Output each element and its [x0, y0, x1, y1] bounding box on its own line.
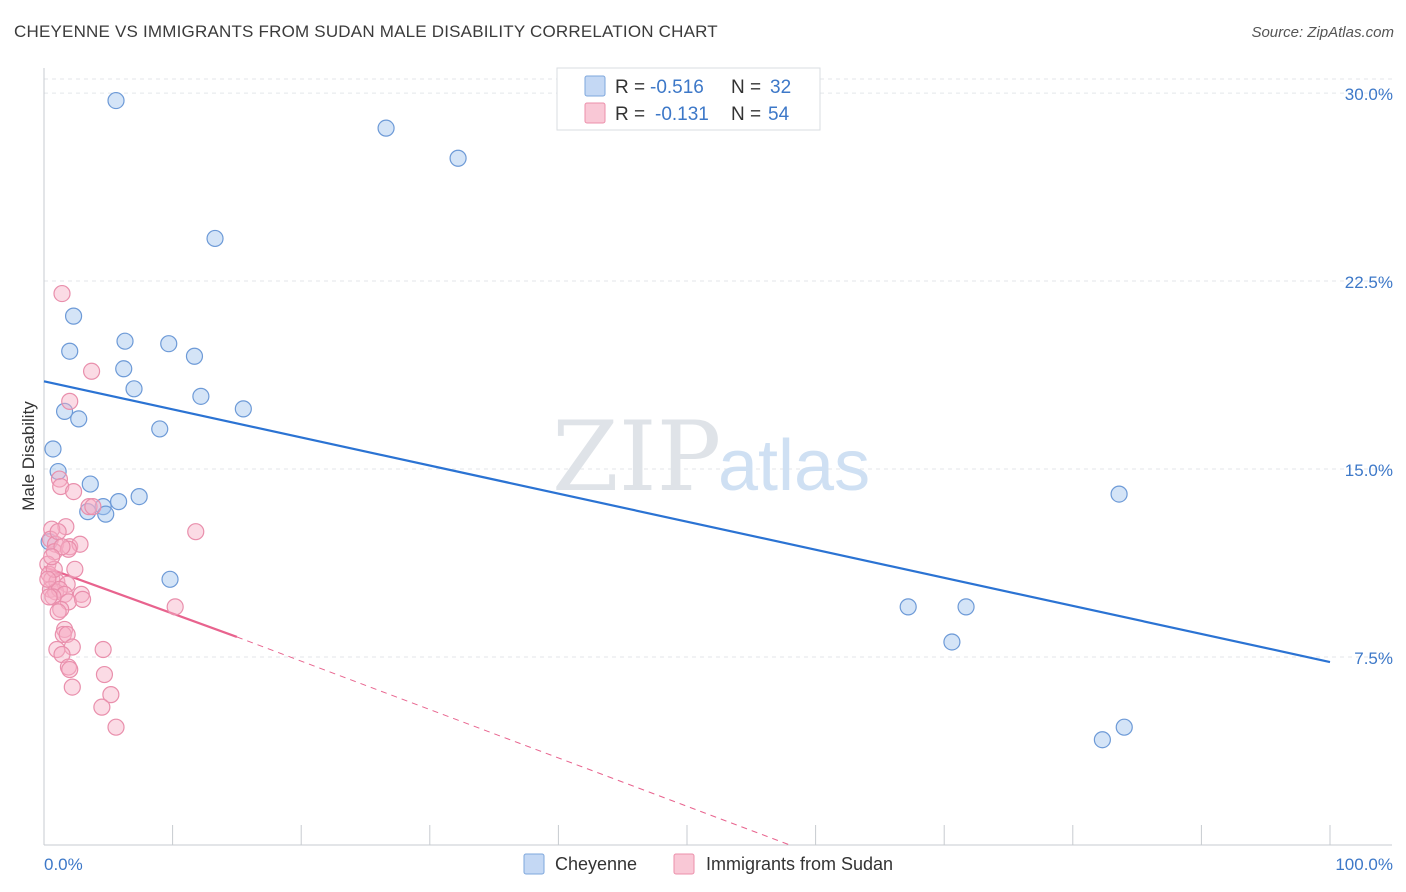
point-sudan	[93, 698, 111, 716]
y-tick-label: 7.5%	[1354, 649, 1393, 668]
point-cheyenne	[1093, 731, 1111, 749]
points-layer	[39, 91, 1133, 749]
point-sudan	[40, 588, 58, 606]
point-cheyenne	[116, 332, 134, 350]
legend-r-label-cheyenne: R =	[615, 77, 645, 98]
legend-r-value-cheyenne: -0.516	[650, 77, 704, 98]
point-sudan	[53, 284, 71, 303]
point-cheyenne	[81, 475, 99, 493]
source-credit: Source: ZipAtlas.com	[1251, 24, 1394, 41]
chart-title: CHEYENNE VS IMMIGRANTS FROM SUDAN MALE D…	[14, 22, 718, 41]
point-cheyenne	[125, 380, 143, 398]
point-sudan	[52, 600, 70, 618]
y-tick-label: 22.5%	[1345, 273, 1393, 292]
point-sudan	[80, 498, 98, 516]
legend-r-label-sudan: R =	[615, 104, 645, 125]
point-cheyenne	[151, 420, 169, 438]
point-sudan	[95, 665, 114, 684]
bottom-legend: Cheyenne Immigrants from Sudan	[523, 853, 893, 875]
point-sudan	[63, 678, 81, 696]
bottom-legend-swatch-cheyenne	[523, 853, 545, 875]
point-sudan	[166, 598, 184, 616]
point-sudan	[107, 718, 125, 736]
grid-layer	[44, 78, 1392, 658]
point-cheyenne	[449, 149, 467, 167]
point-cheyenne	[192, 387, 210, 405]
point-sudan	[53, 538, 71, 556]
bottom-legend-label-cheyenne: Cheyenne	[555, 854, 637, 874]
point-cheyenne	[130, 488, 148, 506]
legend-r-value-sudan: -0.131	[655, 104, 709, 125]
point-cheyenne	[107, 91, 125, 110]
point-sudan	[58, 625, 76, 644]
point-cheyenne	[160, 335, 178, 353]
point-sudan	[54, 625, 72, 644]
y-axis-title: Male Disability	[19, 401, 38, 511]
point-cheyenne	[70, 410, 88, 428]
point-cheyenne	[234, 400, 252, 418]
watermark-zip: ZIP	[552, 401, 721, 513]
point-sudan	[52, 477, 70, 496]
watermark: ZIP atlas	[552, 401, 870, 513]
point-sudan	[64, 482, 83, 501]
point-sudan	[73, 590, 92, 608]
legend-n-value-cheyenne: 32	[770, 77, 791, 98]
x-tick-label: 100.0%	[1335, 855, 1393, 874]
point-sudan	[66, 560, 84, 578]
legend-n-label-sudan: N =	[731, 104, 761, 125]
point-sudan	[102, 686, 120, 704]
point-cheyenne	[1115, 718, 1133, 736]
point-cheyenne	[899, 598, 917, 616]
point-sudan	[61, 660, 79, 679]
point-cheyenne	[377, 119, 395, 137]
point-cheyenne	[115, 360, 133, 378]
trend-layer	[43, 380, 1331, 846]
legend-n-label-cheyenne: N =	[731, 77, 761, 98]
point-sudan	[49, 603, 67, 621]
top-legend: R = -0.516 N = 32 R = -0.131 N = 54	[556, 67, 821, 131]
point-sudan	[187, 523, 205, 541]
point-sudan	[84, 498, 102, 516]
point-sudan	[94, 640, 112, 659]
legend-n-value-sudan: 54	[768, 104, 790, 125]
y-tick-label: 30.0%	[1345, 85, 1393, 104]
watermark-atlas: atlas	[718, 426, 870, 506]
point-sudan	[39, 570, 57, 588]
bottom-legend-swatch-sudan	[673, 853, 695, 875]
trendline-sudan-extension	[236, 636, 791, 846]
point-sudan	[82, 362, 101, 380]
x-tick-label: 0.0%	[44, 855, 83, 874]
point-cheyenne	[185, 347, 204, 365]
trendline-sudan	[43, 565, 238, 638]
y-tick-label: 15.0%	[1345, 461, 1393, 480]
axes-layer	[43, 68, 1392, 846]
point-cheyenne	[97, 505, 115, 523]
point-sudan	[49, 523, 67, 541]
point-cheyenne	[44, 440, 62, 458]
trendline-cheyenne	[43, 380, 1331, 664]
point-cheyenne	[943, 633, 961, 651]
point-sudan	[61, 392, 79, 410]
labels-layer: 7.5% 15.0% 22.5% 30.0% 0.0% 100.0%	[44, 85, 1393, 874]
point-cheyenne	[1110, 485, 1128, 503]
legend-swatch-sudan	[584, 102, 606, 124]
point-cheyenne	[206, 229, 224, 248]
point-sudan	[43, 548, 61, 566]
legend-swatch-cheyenne	[584, 75, 606, 97]
point-cheyenne	[61, 342, 79, 360]
point-cheyenne	[161, 570, 179, 588]
point-cheyenne	[109, 493, 128, 511]
point-sudan	[44, 588, 62, 606]
point-sudan	[45, 560, 63, 578]
point-cheyenne	[957, 598, 975, 616]
bottom-legend-label-sudan: Immigrants from Sudan	[706, 854, 893, 874]
point-cheyenne	[55, 402, 74, 420]
point-cheyenne	[64, 307, 83, 325]
